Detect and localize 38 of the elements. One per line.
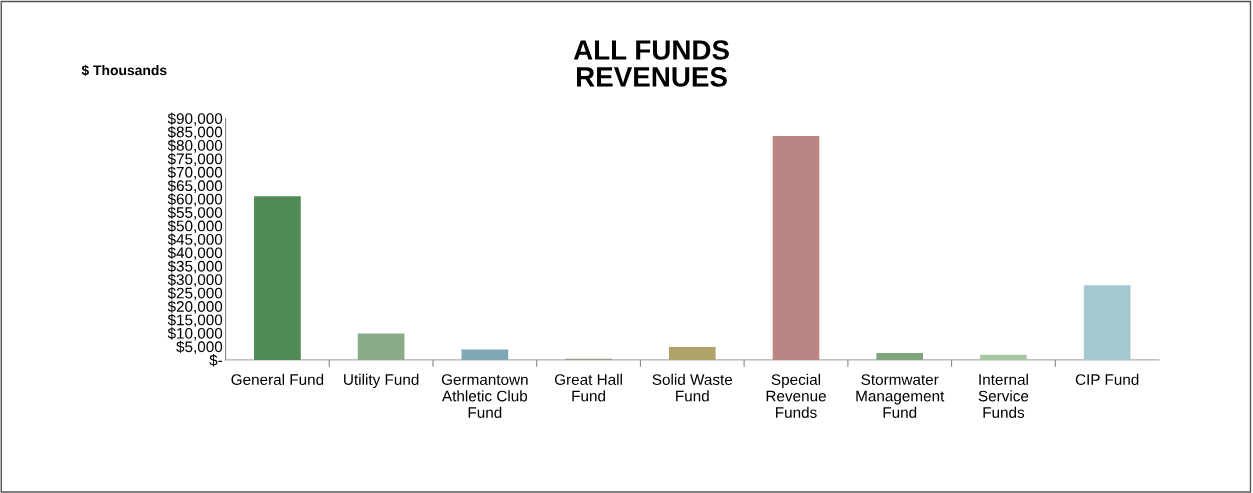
y-tick-label: $70,000 (167, 166, 223, 180)
y-axis-title: $ Thousands (81, 64, 167, 77)
y-tick-label: $50,000 (167, 219, 223, 234)
bar (876, 352, 924, 360)
y-tick-label: $75,000 (167, 152, 223, 167)
bar (254, 196, 301, 360)
y-tick-label: $80,000 (167, 139, 223, 153)
y-tick-label: $40,000 (167, 246, 223, 261)
y-tick-label: $60,000 (167, 193, 223, 207)
bar (772, 136, 820, 360)
x-tick-label: General Fund (231, 373, 324, 385)
y-tick-label: $10,000 (167, 327, 223, 341)
bar (461, 349, 509, 360)
x-tick-label: Utility Fund (344, 373, 419, 389)
bar (980, 354, 1027, 360)
x-tick-label: Special Revenue Funds (766, 373, 826, 418)
y-tick-label: $85,000 (167, 125, 223, 140)
x-tick-label: Solid Waste Fund (652, 373, 733, 402)
x-tick-label: Stormwater Management Fund (856, 374, 945, 418)
y-tick-label: $35,000 (167, 260, 223, 274)
bar (1083, 285, 1131, 360)
y-tick-label: $65,000 (167, 179, 223, 193)
y-tick-label: $5,000 (176, 340, 223, 354)
chart-title: ALL FUNDS REVENUES (573, 40, 729, 87)
x-tick-label: CIP Fund (1075, 373, 1139, 385)
y-tick-label: $30,000 (167, 273, 223, 287)
x-tick-label: Internal Service Funds (978, 373, 1029, 418)
y-tick-label: $- (209, 354, 223, 367)
bar (668, 347, 716, 360)
y-tick-label: $25,000 (167, 287, 223, 301)
y-tick-label: $55,000 (167, 206, 223, 220)
x-tick-label: Great Hall Fund (554, 373, 622, 402)
y-tick-label: $20,000 (167, 300, 223, 314)
y-tick-label: $90,000 (167, 112, 223, 126)
x-tick-label: Germantown Athletic Club Fund (441, 374, 528, 418)
bar (357, 333, 405, 360)
y-tick-label: $45,000 (167, 233, 223, 247)
y-tick-label: $15,000 (167, 313, 223, 328)
